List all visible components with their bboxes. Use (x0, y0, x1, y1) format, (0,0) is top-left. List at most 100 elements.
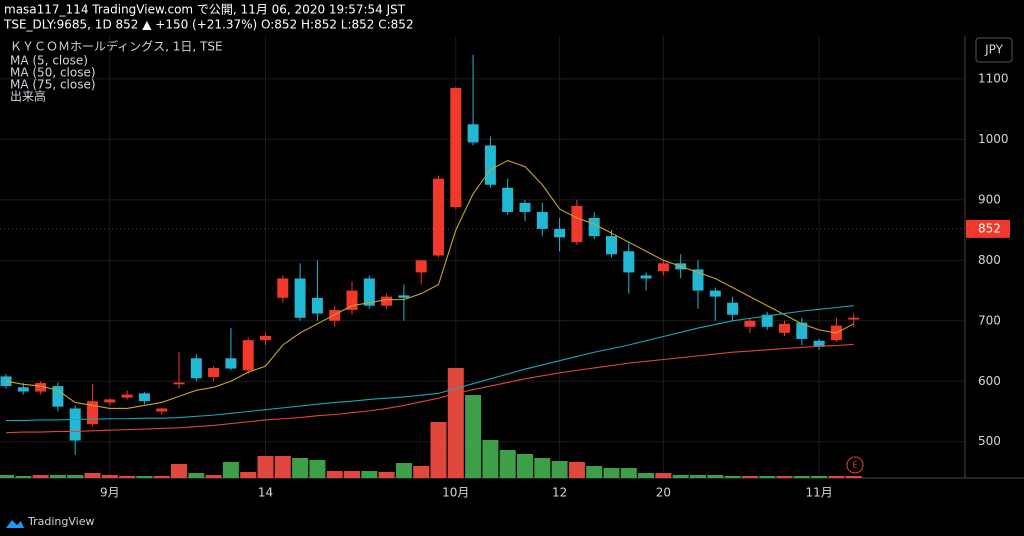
volume-bar (395, 463, 412, 478)
volume-bar (101, 475, 118, 478)
candle-body (588, 218, 600, 237)
volume-label: 出来高 (10, 89, 46, 104)
volume-bar (586, 466, 603, 478)
volume-bar (690, 475, 706, 478)
volume-bar (240, 472, 257, 478)
candle-body (260, 335, 271, 341)
candle-body (571, 205, 583, 243)
volume-bar (222, 462, 239, 478)
candle-body (761, 314, 773, 327)
volume-bar (672, 475, 689, 478)
candle-body (467, 124, 479, 143)
header-line2: TSE_DLY:9685, 1D 852 ▲ +150 (+21.37%) O:… (3, 18, 414, 32)
volume-bar (811, 476, 828, 478)
candle-body (121, 394, 133, 398)
volume-bar (15, 476, 32, 478)
candle-body (17, 387, 29, 392)
candle-body (484, 145, 496, 185)
candle-body (381, 296, 393, 306)
volume-bar (171, 464, 187, 478)
ma-line (5, 343, 854, 434)
chart-title: ＫＹＣＯＭホールディングス, 1日, TSE (10, 39, 223, 54)
candle-body (536, 211, 548, 229)
candle-body (606, 236, 617, 255)
volume-bar (32, 475, 49, 478)
volume-bar (638, 473, 655, 478)
candle-body (294, 278, 306, 318)
volume-bar (551, 461, 568, 478)
header-line1: masa117_114 TradingView.com で公開, 11月 06,… (4, 3, 406, 17)
currency-button[interactable] (975, 37, 1013, 63)
candle-body (554, 228, 566, 238)
volume-bar (378, 472, 395, 478)
x-tick-label: 20 (656, 486, 671, 500)
x-tick-label: 12 (552, 486, 567, 500)
volume-bar (724, 476, 741, 478)
candle-body (138, 393, 150, 402)
last-price-label: 852 (978, 221, 1001, 235)
volume-bar (430, 422, 447, 478)
candle-body (657, 263, 669, 272)
candle-body (104, 399, 116, 403)
logo: TradingView (6, 515, 94, 528)
volume-bar (465, 395, 482, 478)
candle-body (0, 376, 12, 387)
volume-bar (447, 368, 464, 478)
candle-body (277, 278, 289, 298)
volume-bar (153, 476, 170, 478)
volume-bar (603, 468, 620, 478)
legend-entry: MA (50, close) (10, 66, 96, 80)
candle-body (623, 251, 635, 273)
volume-bar (188, 473, 205, 478)
volume-bar (205, 475, 222, 478)
y-tick-label: 800 (978, 253, 1001, 267)
earnings-marker-label: E (852, 461, 857, 470)
candle-body (87, 401, 98, 425)
volume-bar (413, 466, 430, 478)
volume-bar (292, 458, 309, 478)
x-tick-label: 10月 (442, 486, 469, 500)
candle-body (450, 88, 462, 208)
candle-body (398, 295, 410, 298)
volume-bar (828, 476, 845, 478)
volume-bar (0, 475, 14, 478)
volume-bar (119, 476, 136, 478)
volume-bar (482, 440, 499, 478)
volume-bar (620, 468, 637, 478)
candle-body (190, 358, 202, 379)
earnings-marker (846, 456, 864, 474)
candle-body (363, 278, 375, 306)
volume-bar (845, 476, 862, 478)
volume-bar (534, 458, 551, 478)
volume-bar (257, 456, 274, 478)
candle-body (311, 297, 323, 314)
candle-body (727, 302, 739, 315)
candle-body (692, 269, 704, 291)
candle-body (173, 382, 185, 385)
candle-body (415, 260, 427, 273)
brand: TradingView (27, 515, 94, 528)
candle-body (813, 340, 825, 347)
volume-bar (136, 476, 153, 478)
volume-bars (0, 368, 862, 478)
candle-body (346, 290, 358, 310)
volume-bar (759, 476, 776, 478)
candle-body (52, 386, 64, 407)
y-tick-label: 700 (978, 313, 1001, 327)
candle-body (208, 367, 220, 378)
volume-bar (67, 475, 84, 478)
y-tick-label: 500 (978, 434, 1001, 448)
candle-body (709, 290, 721, 297)
volume-bar (517, 454, 533, 478)
x-tick-label: 9月 (100, 486, 120, 500)
currency-label[interactable]: JPY (984, 43, 1004, 57)
volume-bar (361, 471, 378, 478)
candle-body (502, 187, 514, 212)
candle-body (69, 408, 81, 441)
legend-entry: MA (75, close) (10, 78, 96, 92)
x-tick-label: 14 (258, 486, 273, 500)
candle-body (848, 317, 860, 320)
candle-body (519, 202, 531, 212)
